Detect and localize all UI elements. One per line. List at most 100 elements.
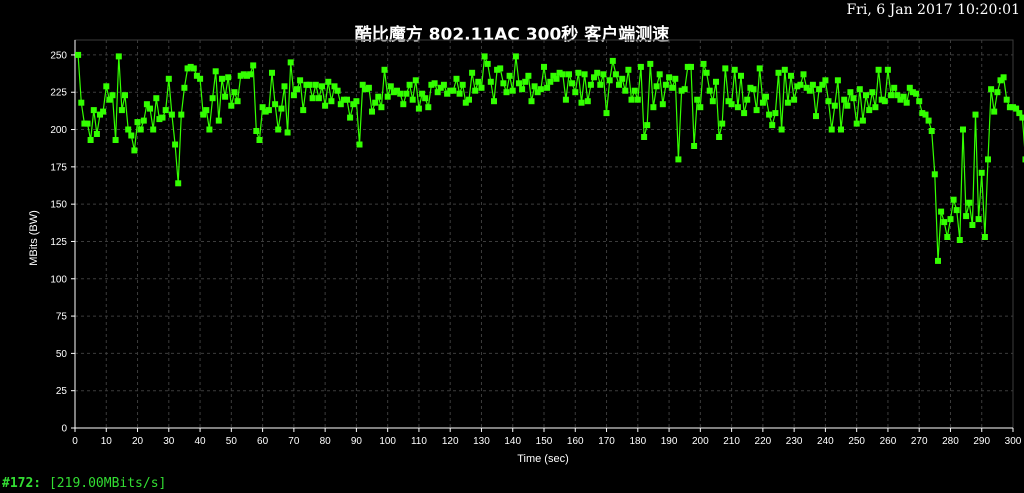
- x-tick-label: 290: [973, 436, 990, 447]
- data-point: [278, 105, 285, 112]
- data-point: [728, 101, 735, 108]
- data-point: [778, 126, 785, 133]
- data-point: [437, 84, 444, 91]
- data-point: [947, 216, 954, 223]
- data-point: [447, 87, 454, 94]
- data-point: [453, 75, 460, 82]
- x-tick-label: 140: [504, 436, 521, 447]
- data-point: [1010, 104, 1016, 111]
- data-point: [950, 196, 957, 203]
- data-point: [222, 93, 229, 100]
- data-point: [522, 78, 529, 85]
- data-point: [822, 77, 829, 84]
- data-point: [340, 96, 347, 103]
- data-point: [219, 75, 225, 82]
- data-point: [509, 87, 516, 94]
- data-point: [128, 132, 135, 139]
- data-point: [212, 68, 219, 75]
- data-point: [284, 129, 291, 136]
- data-point: [172, 141, 179, 148]
- data-point: [297, 77, 304, 84]
- data-point: [716, 134, 723, 140]
- data-point: [294, 86, 300, 93]
- data-point: [403, 90, 410, 97]
- x-tick-label: 170: [598, 436, 615, 447]
- data-point: [753, 107, 760, 114]
- data-point: [809, 81, 816, 88]
- data-point: [344, 96, 350, 103]
- data-point: [828, 126, 835, 133]
- x-tick-label: 150: [536, 436, 553, 447]
- data-point: [97, 111, 103, 118]
- data-point: [450, 87, 457, 94]
- data-point: [691, 143, 698, 149]
- data-point: [143, 101, 150, 108]
- data-point: [503, 89, 510, 96]
- data-point: [935, 257, 941, 264]
- data-point: [569, 80, 576, 87]
- x-tick-label: 300: [1005, 436, 1022, 447]
- data-point: [537, 86, 544, 93]
- y-tick-label: 50: [56, 349, 68, 360]
- data-point: [784, 99, 791, 106]
- data-point: [719, 120, 726, 127]
- data-point: [484, 60, 491, 67]
- y-tick-label: 150: [50, 200, 67, 211]
- data-point: [975, 216, 982, 223]
- y-tick-label: 25: [56, 386, 68, 397]
- data-point: [384, 93, 391, 100]
- data-point: [722, 65, 729, 72]
- data-point: [813, 113, 819, 120]
- data-point: [1006, 104, 1013, 111]
- data-point: [634, 96, 641, 103]
- x-tick-label: 10: [101, 436, 113, 447]
- data-point: [759, 99, 766, 106]
- data-point: [397, 90, 404, 97]
- data-point: [997, 77, 1004, 84]
- data-point: [1019, 114, 1024, 121]
- data-point: [847, 89, 854, 96]
- x-tick-label: 120: [442, 436, 459, 447]
- data-point: [641, 134, 648, 140]
- data-point: [612, 71, 619, 78]
- data-point: [750, 86, 757, 93]
- data-point: [131, 147, 138, 154]
- data-point: [559, 71, 566, 78]
- data-point: [359, 81, 366, 88]
- x-tick-label: 30: [163, 436, 175, 447]
- data-point: [165, 75, 172, 82]
- data-point: [168, 111, 175, 118]
- y-tick-label: 250: [50, 50, 67, 61]
- series-line: [77, 54, 1024, 261]
- data-point: [519, 86, 526, 93]
- data-point: [953, 207, 960, 214]
- x-tick-label: 80: [320, 436, 332, 447]
- data-point: [678, 87, 685, 94]
- data-point: [931, 171, 938, 178]
- data-point: [472, 87, 479, 94]
- data-point: [631, 87, 638, 94]
- data-point: [666, 74, 673, 81]
- data-point: [100, 108, 107, 115]
- y-tick-label: 75: [56, 312, 68, 323]
- x-tick-label: 130: [473, 436, 490, 447]
- data-point: [225, 74, 232, 81]
- data-point: [825, 98, 832, 105]
- data-point: [250, 62, 257, 69]
- x-tick-label: 70: [288, 436, 300, 447]
- x-tick-label: 160: [567, 436, 584, 447]
- data-point: [916, 98, 923, 105]
- data-point: [75, 51, 82, 58]
- data-point: [206, 126, 213, 133]
- data-point: [466, 96, 472, 103]
- data-point: [838, 126, 844, 133]
- x-tick-label: 0: [72, 436, 78, 447]
- sample-value: [219.00MBits/s]: [48, 476, 167, 491]
- data-point: [400, 101, 407, 108]
- data-point: [906, 84, 913, 91]
- data-point: [747, 84, 754, 91]
- data-point: [419, 90, 426, 97]
- data-point: [356, 141, 363, 148]
- data-point: [956, 237, 963, 243]
- data-point: [494, 66, 501, 73]
